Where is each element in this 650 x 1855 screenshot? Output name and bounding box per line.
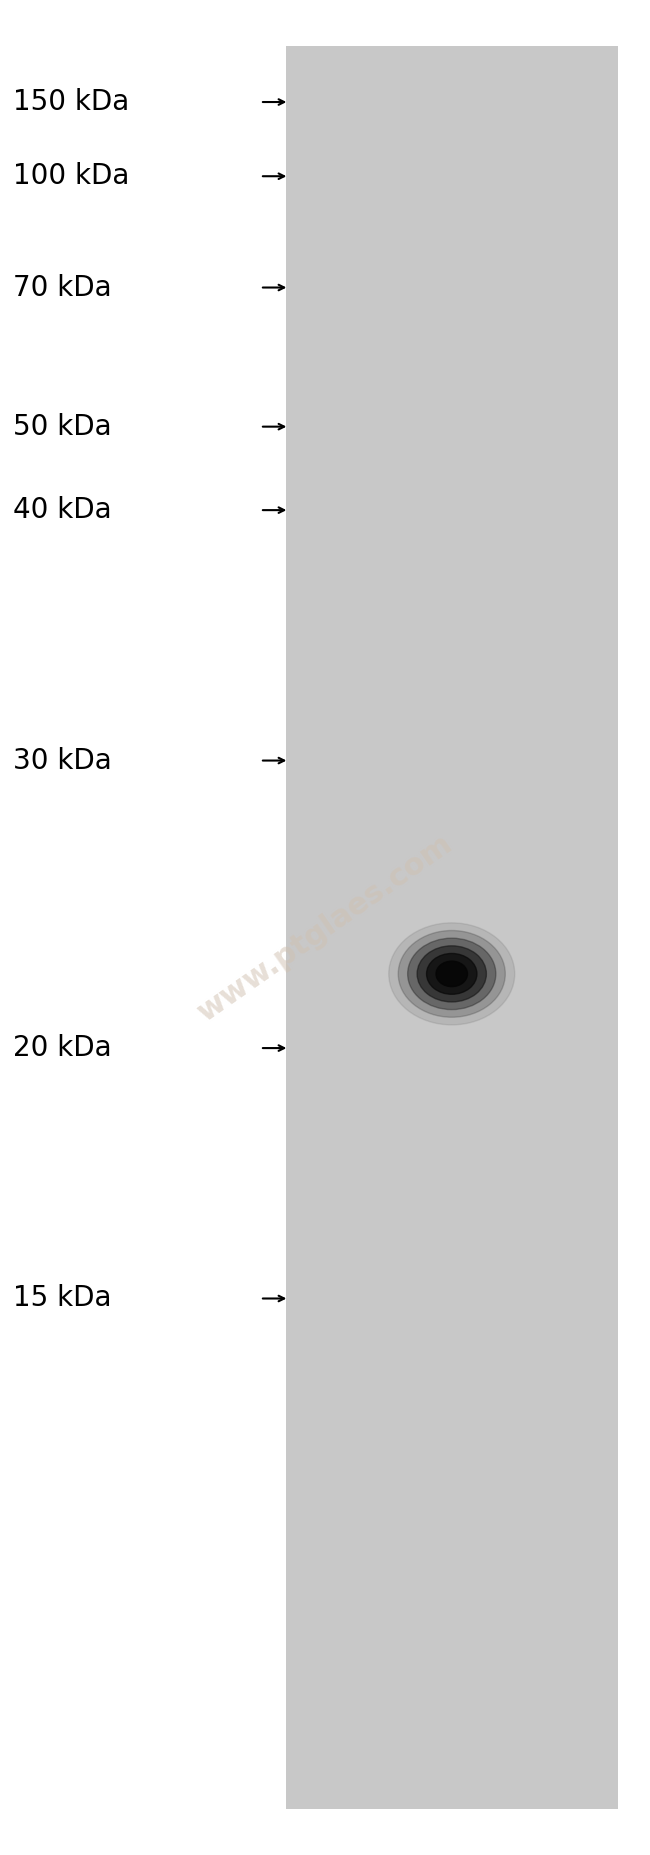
Text: 15 kDa: 15 kDa (13, 1284, 112, 1313)
Ellipse shape (436, 961, 467, 987)
Ellipse shape (398, 931, 505, 1017)
FancyBboxPatch shape (286, 46, 618, 1809)
Ellipse shape (408, 939, 496, 1009)
Text: 40 kDa: 40 kDa (13, 495, 112, 525)
Text: 150 kDa: 150 kDa (13, 87, 129, 117)
Text: 100 kDa: 100 kDa (13, 161, 129, 191)
Text: www.ptglaes.com: www.ptglaes.com (192, 829, 458, 1026)
Text: 70 kDa: 70 kDa (13, 273, 112, 302)
Text: 30 kDa: 30 kDa (13, 746, 112, 775)
Text: 50 kDa: 50 kDa (13, 412, 112, 441)
Ellipse shape (426, 953, 477, 994)
Ellipse shape (389, 922, 515, 1024)
Text: 20 kDa: 20 kDa (13, 1033, 112, 1063)
Ellipse shape (417, 946, 486, 1002)
